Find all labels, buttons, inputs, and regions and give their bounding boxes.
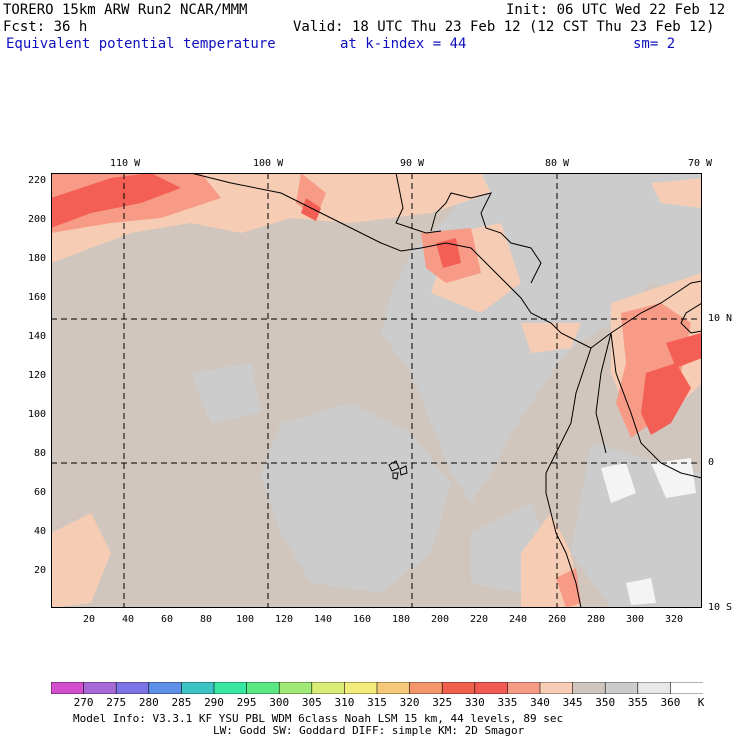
colorbar-label: 355 [627, 696, 648, 709]
lat-label-10s: 10 S [708, 602, 733, 613]
colorbar-swatch [376, 682, 411, 694]
x-tick: 100 [235, 614, 255, 625]
colorbar-label: 340 [530, 696, 550, 709]
colorbar [51, 682, 703, 694]
colorbar-label: 315 [367, 696, 387, 709]
colorbar-swatch [246, 682, 281, 694]
y-tick: 20 [33, 565, 46, 576]
y-tick: 200 [27, 214, 46, 225]
colorbar-swatch [278, 682, 313, 694]
colorbar-swatch [637, 682, 672, 694]
x-tick: 280 [586, 614, 606, 625]
lat-label-0: 0 [708, 457, 715, 468]
y-tick: 80 [33, 448, 46, 459]
colorbar-label: 280 [138, 696, 159, 709]
graticule [51, 173, 702, 608]
x-tick: 200 [430, 614, 450, 625]
smoothing: sm= 2 [633, 36, 676, 52]
colorbar-swatch [115, 682, 150, 694]
x-tick: 120 [274, 614, 294, 625]
colorbar-label: 350 [595, 696, 616, 709]
colorbar-unit: K [697, 696, 705, 709]
colorbar-label: 310 [334, 696, 355, 709]
colorbar-label: 360 [660, 696, 681, 709]
colorbar-swatch [83, 682, 117, 694]
lat-label-10n: 10 N [708, 313, 733, 324]
colorbar-swatch [409, 682, 444, 694]
colorbar-label: 325 [432, 696, 453, 709]
colorbar-swatch [311, 682, 346, 694]
y-tick: 140 [27, 331, 46, 342]
lon-label-100w: 100 W [253, 158, 284, 169]
colorbar-swatch [51, 682, 85, 694]
colorbar-swatch [604, 682, 639, 694]
y-tick: 120 [27, 370, 46, 381]
x-tick: 260 [547, 614, 567, 625]
model-title: TORERO 15km ARW Run2 NCAR/MMM [3, 2, 248, 18]
y-tick: 160 [27, 292, 46, 303]
colorbar-swatch [539, 682, 574, 694]
coastline [190, 173, 702, 608]
colorbar-swatch [474, 682, 509, 694]
colorbar-label: 290 [204, 696, 224, 709]
x-tick: 80 [199, 614, 213, 625]
lon-label-110w: 110 W [110, 158, 141, 169]
colorbar-label: 270 [73, 696, 94, 709]
colorbar-swatch [148, 682, 183, 694]
x-tick: 40 [121, 614, 135, 625]
colorbar-swatch [572, 682, 606, 694]
x-tick: 220 [469, 614, 489, 625]
colorbar-swatch [344, 682, 378, 694]
colorbar-label: 335 [497, 696, 518, 709]
colorbar-label: 285 [171, 696, 192, 709]
level-index: at k-index = 44 [340, 36, 467, 52]
colorbar-label: 330 [464, 696, 485, 709]
field-name: Equivalent potential temperature [6, 36, 276, 52]
map-frame [51, 173, 702, 608]
galapagos-islands [388, 460, 408, 480]
lon-label-90w: 90 W [399, 158, 425, 169]
colorbar-swatch [441, 682, 476, 694]
physics-info: LW: Godd SW: Goddard DIFF: simple KM: 2D… [213, 724, 525, 737]
colorbar-swatch [507, 682, 541, 694]
colorbar-label: 300 [269, 696, 290, 709]
x-tick: 240 [508, 614, 528, 625]
y-tick: 220 [27, 175, 46, 186]
colorbar-swatch [213, 682, 248, 694]
init-time: Init: 06 UTC Wed 22 Feb 12 [506, 2, 726, 18]
model-info: Model Info: V3.3.1 KF YSU PBL WDM 6class… [73, 712, 564, 725]
x-tick: 60 [160, 614, 174, 625]
lon-label-80w: 80 W [544, 158, 570, 169]
white-shading [601, 458, 696, 605]
y-tick: 100 [27, 409, 46, 420]
x-tick: 140 [313, 614, 333, 625]
x-tick: 300 [625, 614, 645, 625]
colorbar-label: 305 [301, 696, 322, 709]
forecast-hour: Fcst: 36 h [3, 19, 88, 35]
y-tick: 40 [33, 526, 46, 537]
lon-label-70w: 70 W [687, 158, 713, 169]
colorbar-label: 295 [236, 696, 257, 709]
x-tick: 320 [664, 614, 684, 625]
red-shading [51, 173, 702, 435]
theta-e-map [51, 173, 702, 608]
colorbar-label: 320 [399, 696, 420, 709]
colorbar-swatch [670, 682, 703, 694]
colorbar-label: 275 [106, 696, 127, 709]
x-tick: 160 [352, 614, 372, 625]
x-tick: 180 [391, 614, 411, 625]
valid-time: Valid: 18 UTC Thu 23 Feb 12 (12 CST Thu … [293, 19, 715, 35]
y-tick: 180 [27, 253, 46, 264]
x-tick: 20 [82, 614, 96, 625]
colorbar-swatch [181, 682, 215, 694]
y-tick: 60 [33, 487, 46, 498]
colorbar-label: 345 [562, 696, 583, 709]
